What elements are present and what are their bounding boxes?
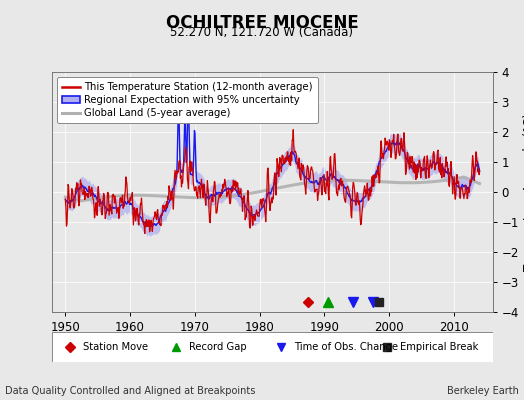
Y-axis label: Temperature Anomaly (°C): Temperature Anomaly (°C) [523,113,524,271]
FancyBboxPatch shape [52,332,493,362]
Text: Record Gap: Record Gap [189,342,246,352]
Legend: This Temperature Station (12-month average), Regional Expectation with 95% uncer: This Temperature Station (12-month avera… [58,77,318,123]
Text: OCHILTREE MIOCENE: OCHILTREE MIOCENE [166,14,358,32]
Text: Data Quality Controlled and Aligned at Breakpoints: Data Quality Controlled and Aligned at B… [5,386,256,396]
Text: Empirical Break: Empirical Break [400,342,478,352]
Text: Station Move: Station Move [83,342,148,352]
Text: 52.270 N, 121.720 W (Canada): 52.270 N, 121.720 W (Canada) [170,26,354,39]
Text: Time of Obs. Change: Time of Obs. Change [294,342,399,352]
Text: Berkeley Earth: Berkeley Earth [447,386,519,396]
